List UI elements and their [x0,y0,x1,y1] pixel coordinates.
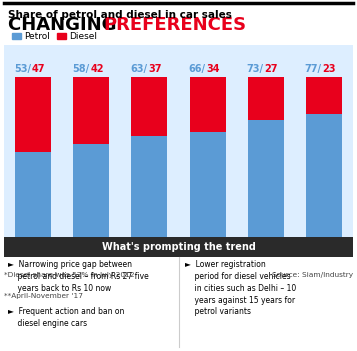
Text: 27: 27 [265,64,278,74]
Text: ►  Narrowing price gap between
    petrol and diesel – from Rs 27 five
    years: ► Narrowing price gap between petrol and… [7,260,149,293]
Legend: Petrol, Diesel: Petrol, Diesel [9,29,100,45]
Bar [306,114,342,237]
Bar [15,77,51,152]
Bar [73,77,109,144]
Text: 73/: 73/ [246,64,263,74]
Text: 37: 37 [148,64,162,74]
Text: Source: Siam/Industry: Source: Siam/Industry [272,272,353,278]
Bar [190,77,226,132]
Text: 34: 34 [206,64,220,74]
Text: 53/: 53/ [14,64,31,74]
Text: Share of petrol and diesel in car sales: Share of petrol and diesel in car sales [7,10,232,20]
Text: 66/: 66/ [188,64,205,74]
Bar [4,237,353,257]
Bar [73,144,109,237]
Text: ►  Frequent action and ban on
    diesel engine cars: ► Frequent action and ban on diesel engi… [7,307,124,328]
Bar [15,152,51,237]
Text: What's prompting the trend: What's prompting the trend [101,242,256,252]
Bar [306,77,342,114]
Text: 23: 23 [323,64,336,74]
Text: 42: 42 [90,64,104,74]
Bar [248,77,284,120]
Text: **April-November '17: **April-November '17 [4,293,83,299]
Text: ►  Lower registration
    period for diesel vehicles
    in cities such as Delhi: ► Lower registration period for diesel v… [186,260,297,316]
Text: CHANGING: CHANGING [7,16,122,34]
Text: PREFERENCES: PREFERENCES [104,16,247,34]
Text: 77/: 77/ [305,64,321,74]
Text: *Diesel share was 52% in July 2012: *Diesel share was 52% in July 2012 [4,272,135,278]
Text: 58/: 58/ [72,64,89,74]
Bar [131,77,167,137]
Bar [131,137,167,237]
Bar [190,132,226,237]
Text: 63/: 63/ [130,64,147,74]
Bar [248,120,284,237]
Text: 47: 47 [32,64,46,74]
